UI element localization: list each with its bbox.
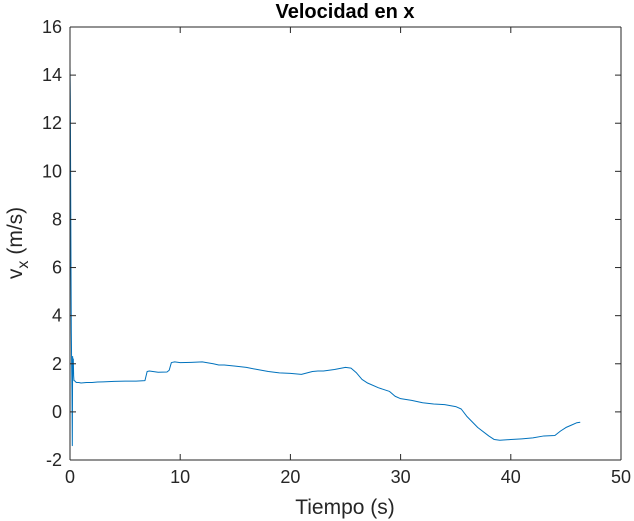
x-tick-label: 10	[170, 467, 190, 487]
x-tick-label: 0	[65, 467, 75, 487]
x-axis-label: Tiempo (s)	[295, 496, 395, 519]
axes-frame	[69, 26, 622, 461]
y-tick-label: -2	[46, 450, 62, 470]
x-tick-label: 30	[391, 467, 411, 487]
y-tick-label: 10	[42, 161, 62, 181]
x-tick-label: 50	[611, 467, 631, 487]
y-axis-label-symbol: v	[4, 268, 27, 279]
y-tick-label: 8	[52, 209, 62, 229]
series-line-vx	[69, 65, 581, 447]
y-tick-label: 2	[52, 354, 62, 374]
y-axis-label-unit: (m/s)	[4, 207, 27, 255]
y-tick-label: 16	[42, 17, 62, 37]
x-tick-label: 40	[501, 467, 521, 487]
y-tick-label: 6	[52, 258, 62, 278]
chart-title: Velocidad en x	[276, 1, 415, 23]
y-tick-label: 4	[52, 306, 62, 326]
series-layer	[69, 65, 581, 447]
y-axis-label-subscript: x	[15, 261, 32, 269]
plot-area	[70, 27, 621, 460]
y-tick-label: 12	[42, 113, 62, 133]
x-tick-label: 20	[280, 467, 300, 487]
y-tick-label: 0	[52, 402, 62, 422]
y-axis-label: vx (m/s)	[4, 207, 32, 279]
y-tick-label: 14	[42, 65, 62, 85]
